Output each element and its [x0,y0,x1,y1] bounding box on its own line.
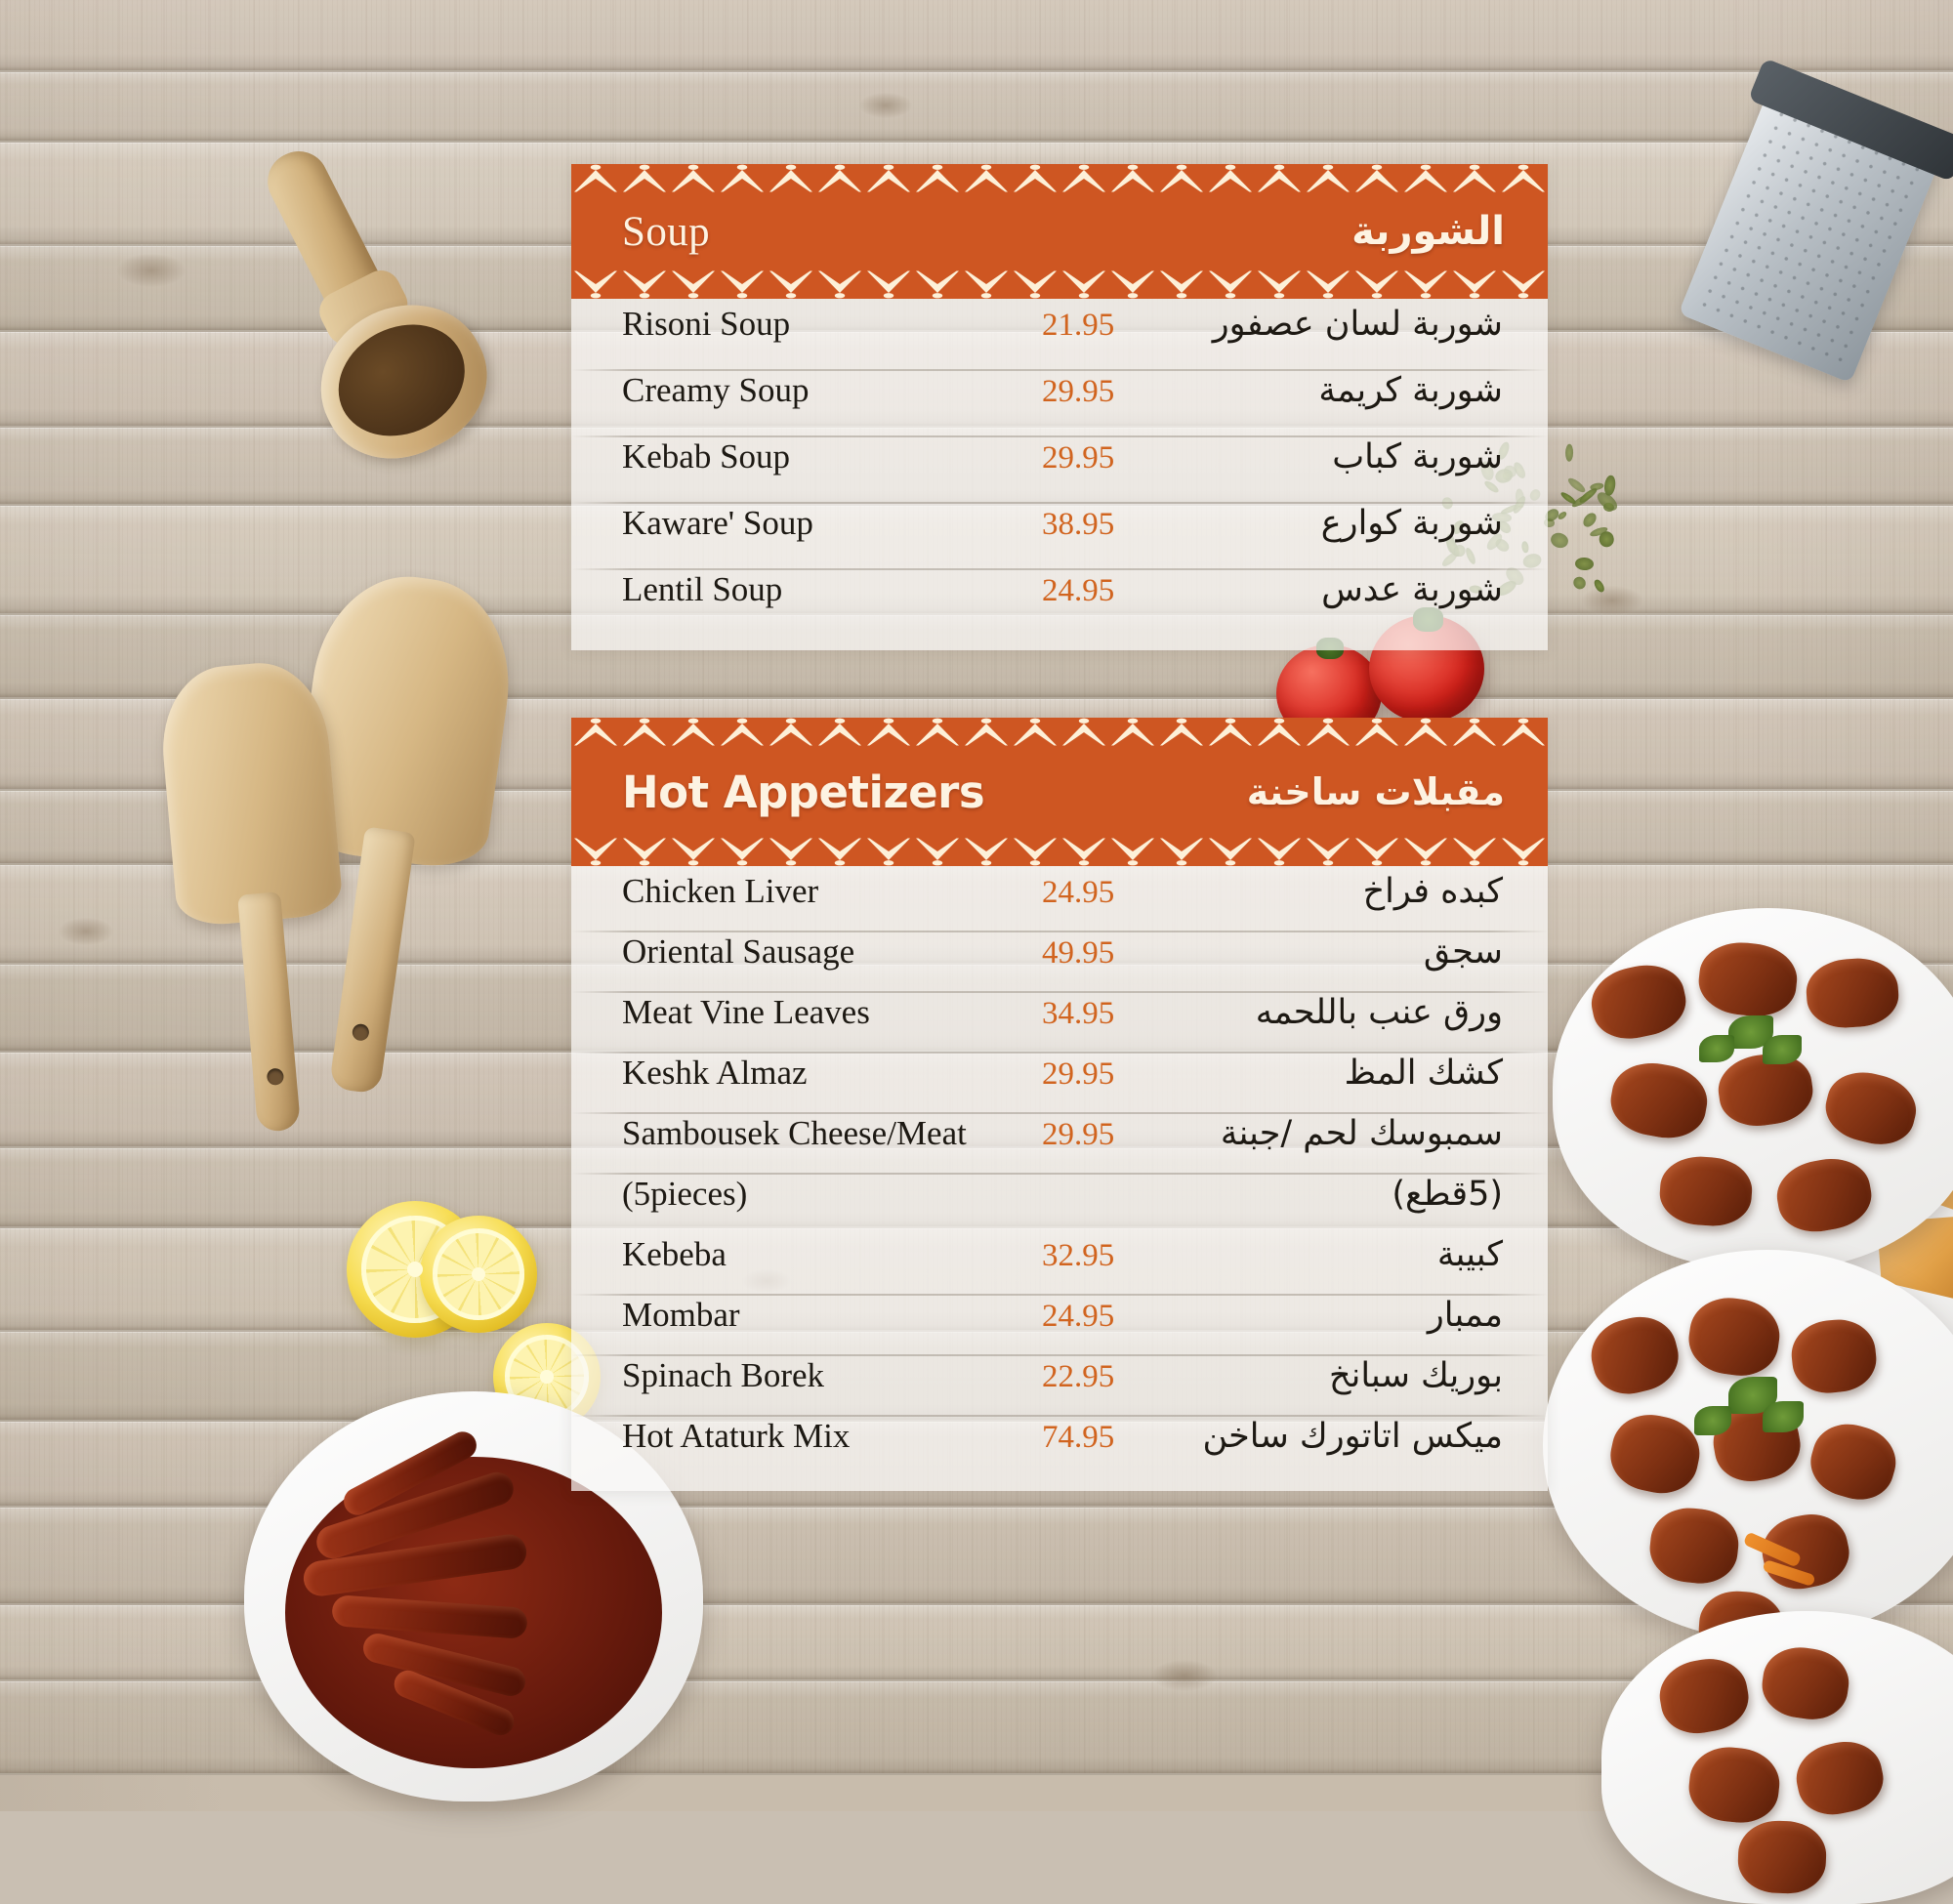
item-price: 24.95 [1042,573,1188,609]
menu-item-list-hot-appetizers: Chicken Liver 24.95 كبده فراخ Oriental S… [571,866,1548,1491]
menu-item-row[interactable]: Sambousek Cheese/Meat 29.95 سمبوسك لحم /… [571,1114,1548,1175]
item-name-ar: سجق [1188,932,1503,972]
item-name-ar: شوربة عدس [1188,570,1503,609]
item-name-en: Meat Vine Leaves [622,993,1042,1032]
menu-item-row[interactable]: Kaware' Soup 38.95 شوربة كوارع [571,504,1548,570]
item-name-en: Lentil Soup [622,570,1042,609]
menu-item-row[interactable]: Keshk Almaz 29.95 كشك المظ [571,1054,1548,1114]
item-name-ar: شوربة كريمة [1188,371,1503,410]
item-name-en: (5pieces) [622,1175,1042,1214]
item-price: 29.95 [1042,1117,1188,1153]
item-price: 24.95 [1042,1299,1188,1335]
item-name-ar: شوربة لسان عصفور [1188,305,1503,344]
section-header-hot-appetizers: Hot Appetizers مقبلات ساخنة [571,747,1548,837]
item-name-en: Risoni Soup [622,305,1042,344]
section-title-en: Hot Appetizers [622,766,984,818]
menu-item-row-sublabel: (5pieces) (5قطع) [571,1175,1548,1235]
item-name-en: Kaware' Soup [622,504,1042,543]
menu-item-row[interactable]: Mombar 24.95 ممبار [571,1296,1548,1356]
item-name-ar: كشك المظ [1188,1054,1503,1093]
ornament-border-bottom-icon [571,269,1548,299]
menu-section-hot-appetizers: Hot Appetizers مقبلات ساخنة Chicken Live… [571,718,1548,1491]
ornament-border-bottom-icon [571,837,1548,866]
item-price: 24.95 [1042,875,1188,911]
lemon-slice-icon [420,1216,537,1333]
item-name-ar: بوريك سبانخ [1188,1356,1503,1395]
item-name-ar: سمبوسك لحم /جبنة [1188,1114,1503,1153]
menu-item-row[interactable]: Oriental Sausage 49.95 سجق [571,932,1548,993]
menu-item-row[interactable]: Kebab Soup 29.95 شوربة كباب [571,437,1548,504]
item-name-ar: كبده فراخ [1188,872,1503,911]
item-name-en: Creamy Soup [622,371,1042,410]
item-price: 29.95 [1042,1056,1188,1093]
item-name-ar: ممبار [1188,1296,1503,1335]
section-title-ar: مقبلات ساخنة [1247,770,1505,813]
item-name-ar: شوربة كوارع [1188,504,1503,543]
section-title-en: Soup [622,208,710,256]
item-price: 29.95 [1042,374,1188,410]
item-price: 38.95 [1042,507,1188,543]
item-name-en: Oriental Sausage [622,932,1042,972]
item-price: 34.95 [1042,996,1188,1032]
menu-item-row[interactable]: Risoni Soup 21.95 شوربة لسان عصفور [571,305,1548,371]
menu-item-list-soup: Risoni Soup 21.95 شوربة لسان عصفور Cream… [571,299,1548,650]
item-price: 21.95 [1042,308,1188,344]
section-title-ar: الشوربة [1351,209,1505,254]
item-name-en: Kebab Soup [622,437,1042,476]
menu-item-row[interactable]: Meat Vine Leaves 34.95 ورق عنب باللحمه [571,993,1548,1054]
menu-item-row[interactable]: Chicken Liver 24.95 كبده فراخ [571,872,1548,932]
section-header-soup: Soup الشوربة [571,193,1548,269]
item-name-ar: (5قطع) [1188,1175,1503,1214]
item-name-ar: ميكس اتاتورك ساخن [1188,1417,1503,1456]
item-name-en: Kebeba [622,1235,1042,1274]
item-name-en: Chicken Liver [622,872,1042,911]
item-price: 49.95 [1042,935,1188,972]
item-name-en: Keshk Almaz [622,1054,1042,1093]
item-name-en: Sambousek Cheese/Meat [622,1114,1042,1153]
item-price: 29.95 [1042,440,1188,476]
menu-item-row[interactable]: Spinach Borek 22.95 بوريك سبانخ [571,1356,1548,1417]
menu-section-soup: Soup الشوربة Risoni Soup 21.95 شوربة لسا… [571,164,1548,650]
menu-item-row[interactable]: Lentil Soup 24.95 شوربة عدس [571,570,1548,637]
item-price: 32.95 [1042,1238,1188,1274]
item-name-en: Mombar [622,1296,1042,1335]
item-price: 74.95 [1042,1420,1188,1456]
item-name-en: Hot Ataturk Mix [622,1417,1042,1456]
menu-item-row[interactable]: Creamy Soup 29.95 شوربة كريمة [571,371,1548,437]
menu-item-row[interactable]: Kebeba 32.95 كبيبة [571,1235,1548,1296]
item-name-ar: ورق عنب باللحمه [1188,993,1503,1032]
item-name-en: Spinach Borek [622,1356,1042,1395]
menu-item-row[interactable]: Hot Ataturk Mix 74.95 ميكس اتاتورك ساخن [571,1417,1548,1477]
item-name-ar: شوربة كباب [1188,437,1503,476]
item-name-ar: كبيبة [1188,1235,1503,1274]
item-price: 22.95 [1042,1359,1188,1395]
ornament-border-top-icon [571,718,1548,747]
ornament-border-top-icon [571,164,1548,193]
falafel-platter-icon [1553,908,1953,1269]
